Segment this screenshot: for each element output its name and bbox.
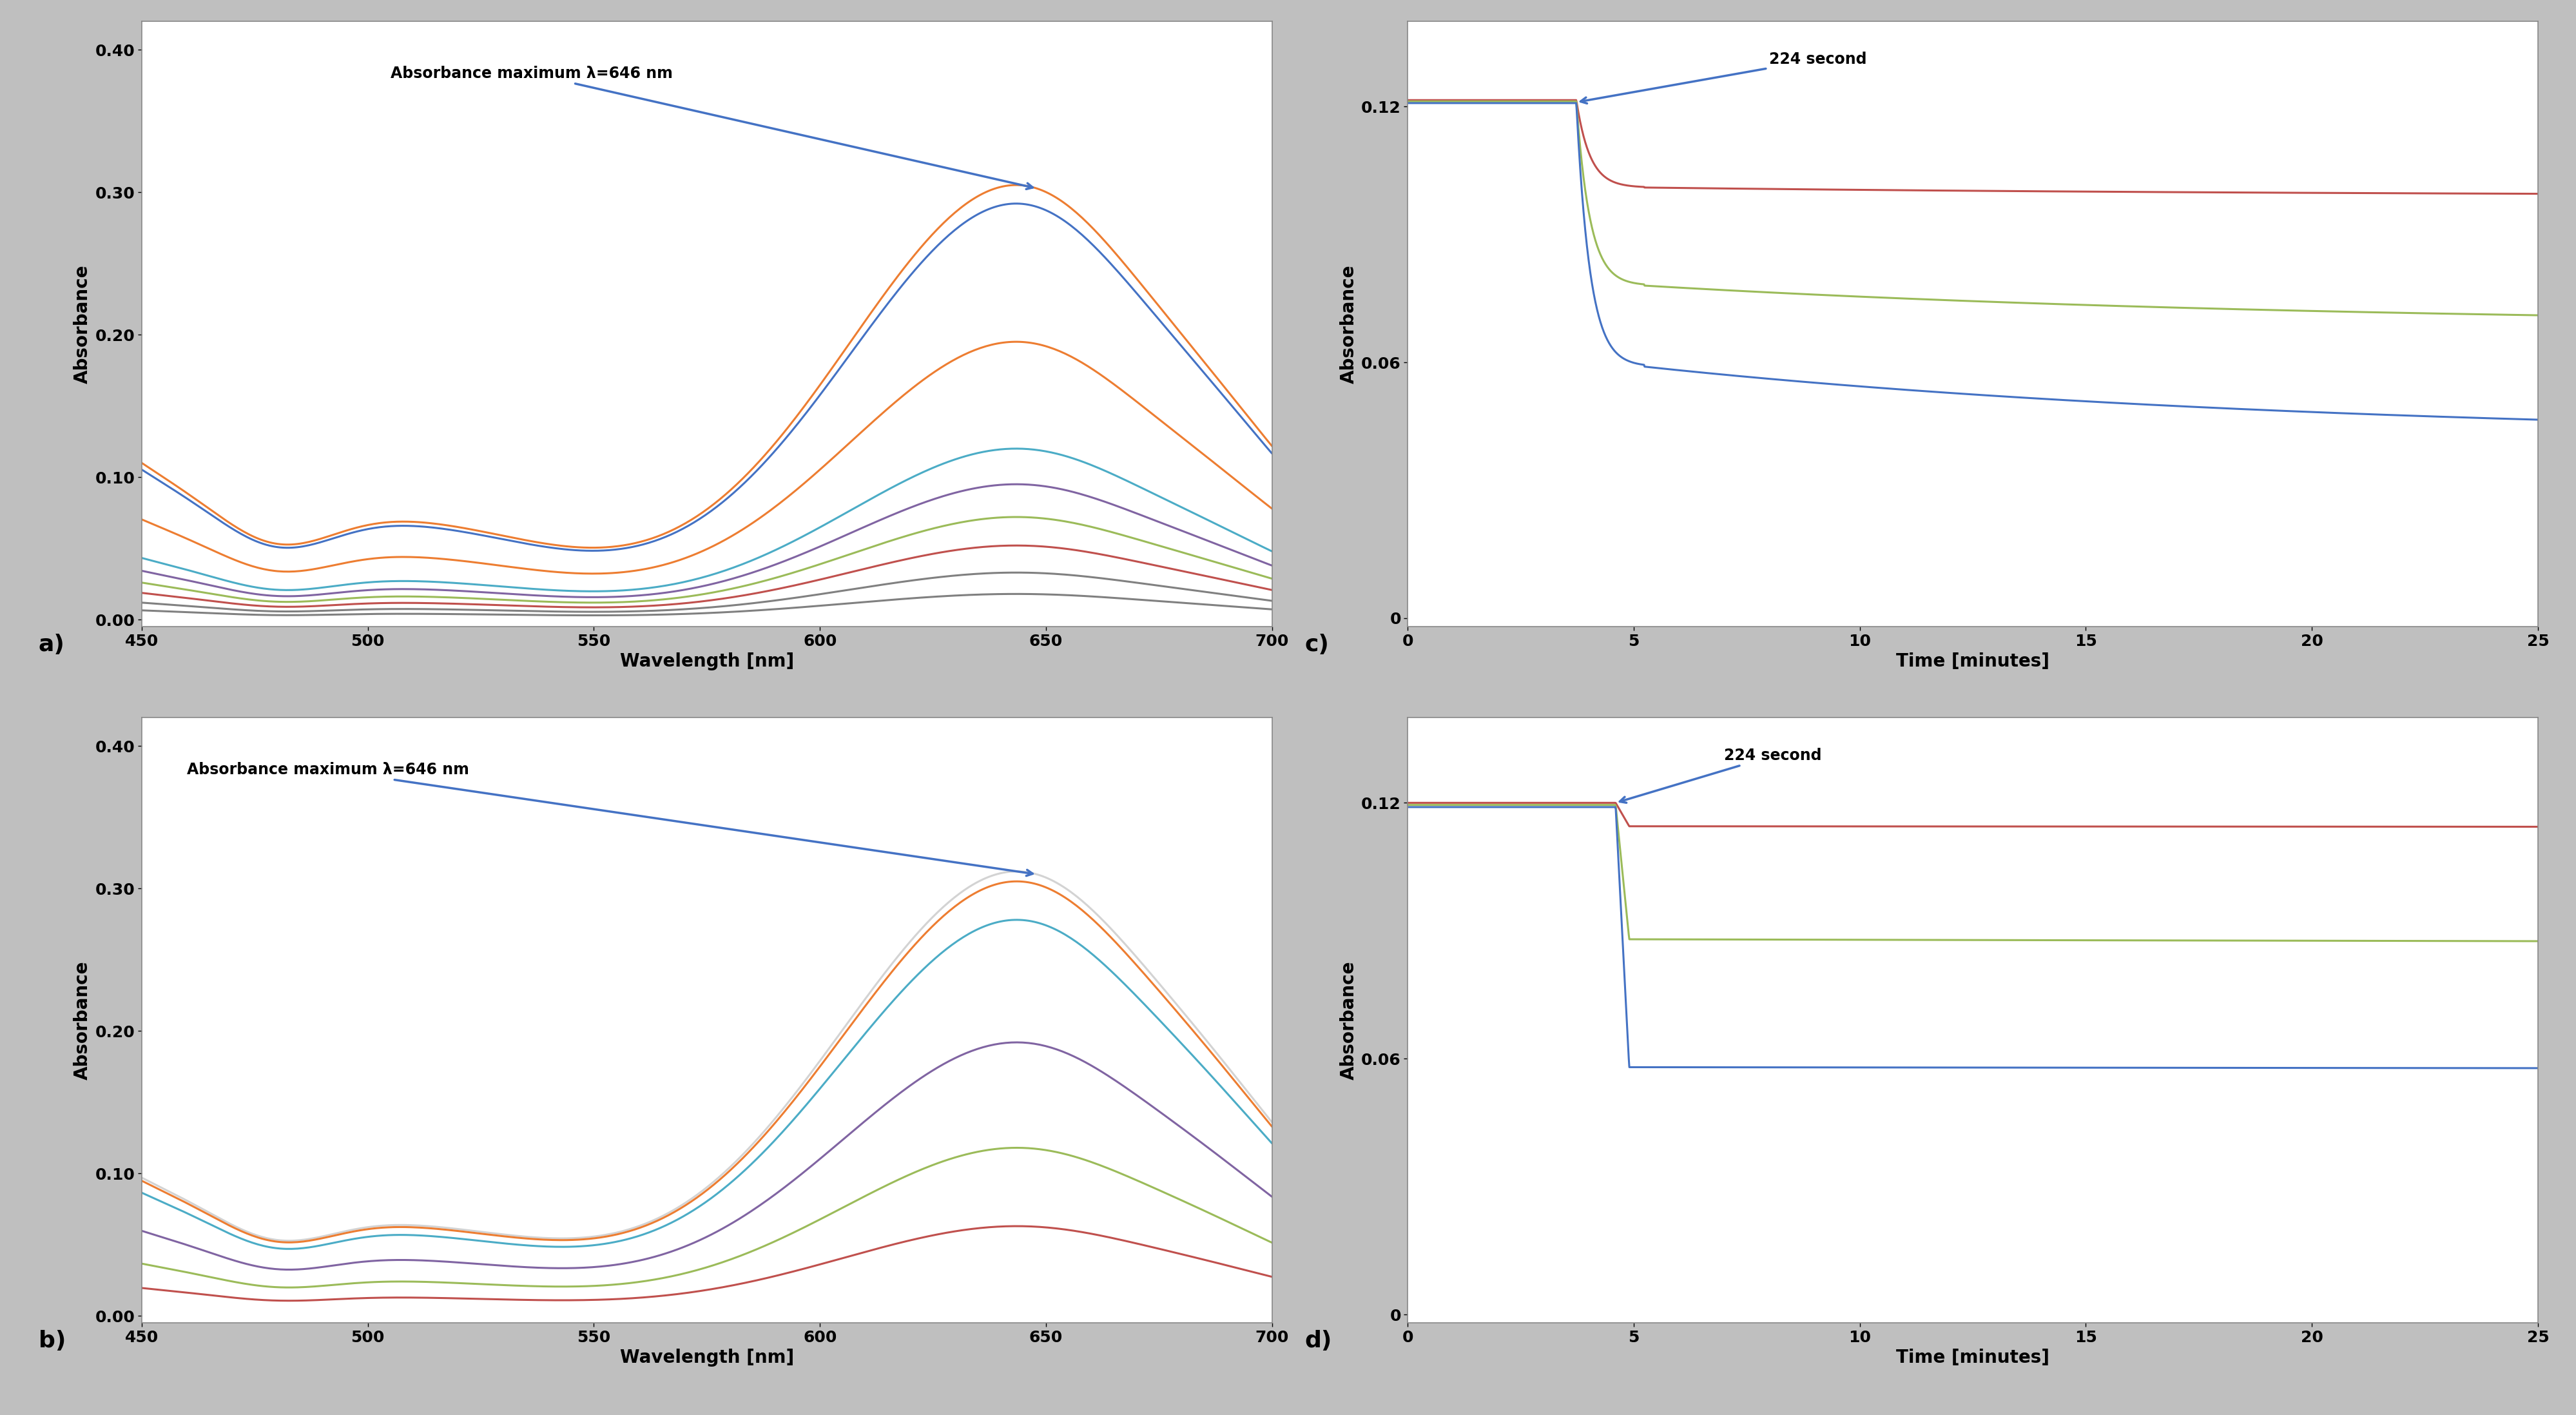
Y-axis label: Absorbance: Absorbance <box>1340 961 1358 1080</box>
Text: b): b) <box>39 1330 67 1351</box>
Text: Absorbance maximum λ=646 nm: Absorbance maximum λ=646 nm <box>392 67 1033 190</box>
X-axis label: Time [minutes]: Time [minutes] <box>1896 1348 2048 1367</box>
Text: d): d) <box>1303 1330 1332 1351</box>
Y-axis label: Absorbance: Absorbance <box>75 265 93 383</box>
Text: 224 second: 224 second <box>1620 749 1821 802</box>
Y-axis label: Absorbance: Absorbance <box>75 961 93 1080</box>
X-axis label: Wavelength [nm]: Wavelength [nm] <box>621 652 793 671</box>
Text: a): a) <box>39 634 64 655</box>
Y-axis label: Absorbance: Absorbance <box>1340 265 1358 383</box>
X-axis label: Time [minutes]: Time [minutes] <box>1896 652 2048 671</box>
Text: 224 second: 224 second <box>1579 51 1868 103</box>
Text: c): c) <box>1303 634 1329 655</box>
X-axis label: Wavelength [nm]: Wavelength [nm] <box>621 1348 793 1367</box>
Text: Absorbance maximum λ=646 nm: Absorbance maximum λ=646 nm <box>188 763 1033 876</box>
